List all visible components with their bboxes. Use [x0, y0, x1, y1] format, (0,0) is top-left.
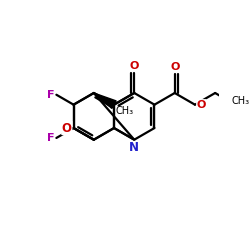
Text: N: N — [129, 142, 139, 154]
Text: CH₃: CH₃ — [116, 106, 134, 117]
Text: O: O — [170, 62, 179, 72]
Polygon shape — [94, 93, 116, 108]
Text: O: O — [62, 122, 72, 134]
Text: O: O — [130, 60, 139, 70]
Text: O: O — [197, 100, 206, 110]
Text: F: F — [47, 90, 55, 100]
Text: CH₃: CH₃ — [231, 96, 249, 106]
Text: F: F — [47, 133, 55, 143]
